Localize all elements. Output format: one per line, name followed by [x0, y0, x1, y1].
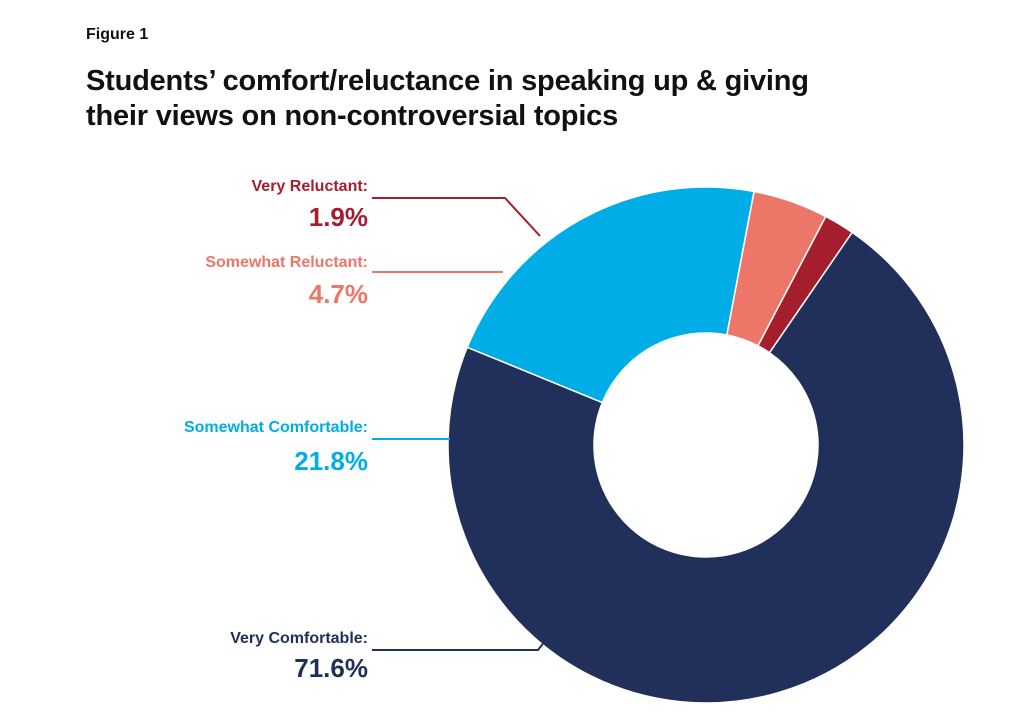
- labels-layer: Very Comfortable: 71.6% Somewhat Comfortab…: [184, 178, 368, 683]
- slice-label-value: 1.9%: [309, 202, 368, 232]
- donut-slice: [466, 186, 755, 404]
- slice-label-value: 21.8%: [294, 446, 368, 476]
- figure-label: Figure 1: [86, 26, 149, 43]
- slice-label-name: Very Reluctant:: [252, 178, 368, 195]
- slice-label-name: Somewhat Reluctant:: [205, 254, 368, 271]
- slice-label-value: 71.6%: [294, 653, 368, 683]
- slices-layer: [447, 186, 965, 704]
- slice-label-value: 4.7%: [309, 279, 368, 309]
- leader-line: [372, 631, 553, 651]
- slice-label-name: Very Comfortable:: [230, 630, 368, 647]
- chart-title: Students’ comfort/reluctance in speaking…: [86, 65, 809, 132]
- donut-slice: [447, 231, 965, 704]
- donut-slice: [756, 215, 854, 354]
- leader-line: [372, 197, 541, 237]
- slice-label-name: Somewhat Comfortable:: [184, 419, 368, 436]
- leaders-layer: [372, 197, 553, 651]
